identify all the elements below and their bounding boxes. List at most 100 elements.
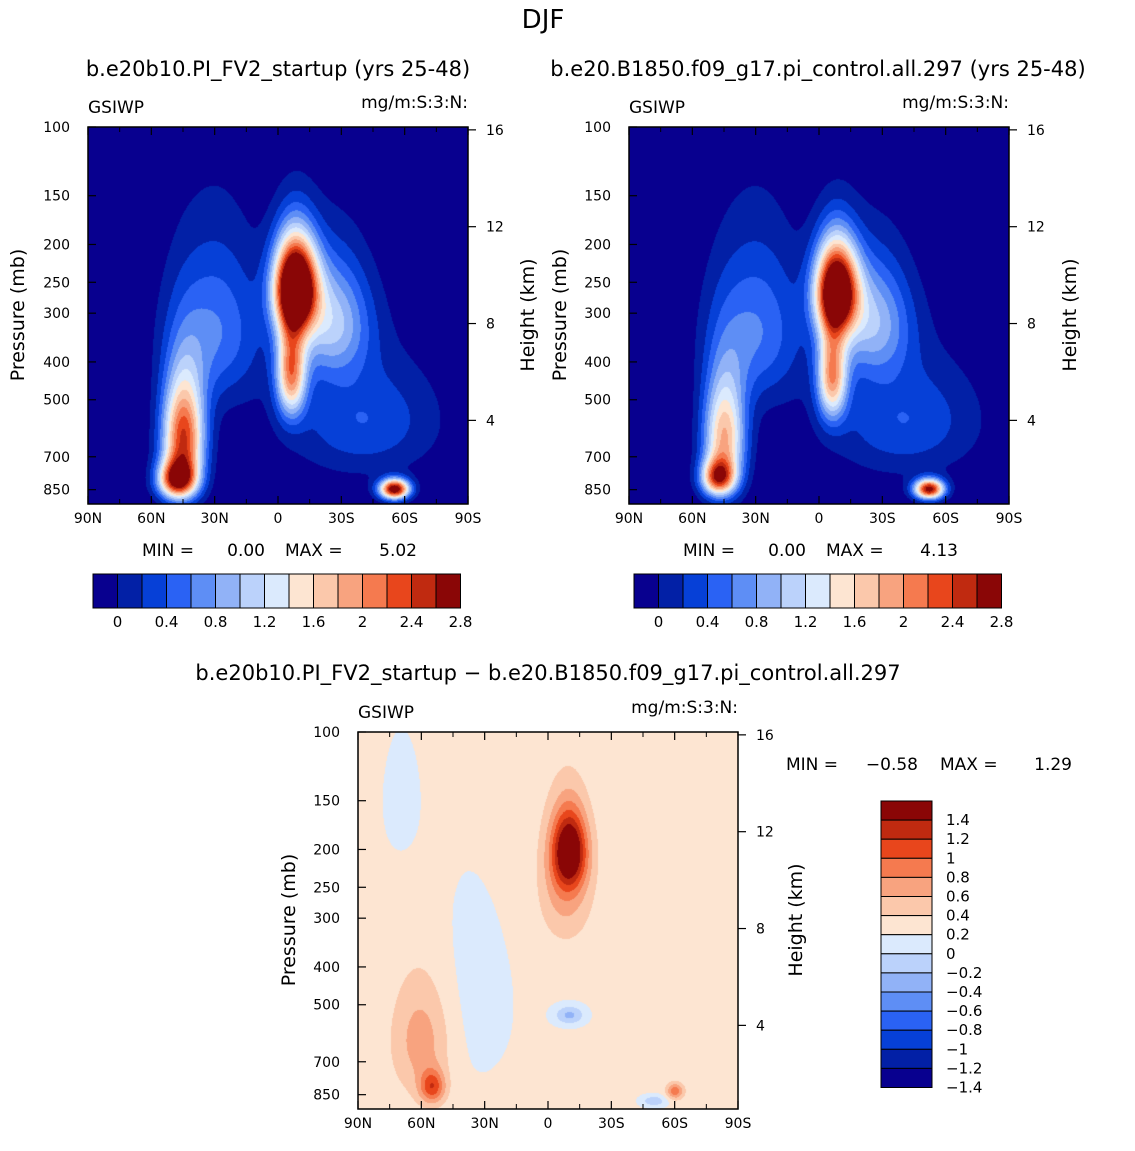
colorbar-swatch [880,896,933,917]
height-tick-label: 8 [486,317,495,333]
height-tick-label: 12 [1027,220,1045,236]
diff-max-value: 1.29 [1034,755,1072,775]
x-tick-label: 0 [274,511,283,527]
panel-1-max-label: MAX = [285,541,343,561]
panel-2-units-label: mg/m:S:3:N: [902,93,1009,113]
colorbar-label: 0.8 [204,613,228,631]
y-tick-label: 100 [313,725,340,741]
panel-1-axes: 90N 60N 30N 0 30S 60S 90S 100 150 200 250 300 400 500… [43,120,504,527]
x-tick-label: 60S [932,511,959,527]
colorbar-label: 0.8 [745,613,769,631]
y-tick-label: 850 [43,483,70,499]
colorbar-swatch [880,953,933,974]
y-tick-label: 100 [584,120,611,136]
colorbar-swatch [880,876,933,898]
panel-2-variable-label: GSIWP [629,98,685,118]
y-tick-label: 700 [584,450,611,466]
y-tick-label: 700 [43,450,70,466]
height-tick-label: 4 [756,1018,765,1034]
y-tick-label: 200 [43,237,70,253]
y-tick-label: 250 [584,275,611,291]
colorbar-swatch [215,573,241,609]
y-tick-label: 100 [43,120,70,136]
colorbar-swatch [903,573,929,609]
colorbar-swatch [880,1067,933,1089]
colorbar-swatch [141,573,167,609]
colorbar-swatch [756,573,782,609]
y-tick-label: 150 [584,189,611,205]
colorbar-swatch [780,573,806,609]
colorbar-swatch [682,573,708,609]
zonal-plot-panel-1: GSIWP mg/m:S:3:N: 90N 60N 30N 0 30S 60S 90S 100… [7,93,539,631]
colorbar-label: −1.2 [946,1059,982,1077]
colorbar-swatch [854,573,880,609]
colorbar-swatch [658,573,684,609]
y-tick-label: 400 [43,355,70,371]
colorbar-swatch [880,857,933,878]
colorbar-swatch [435,573,461,609]
colorbar-swatch [117,573,143,609]
colorbar-label: 0 [113,613,123,631]
colorbar-label: 2.8 [449,613,473,631]
colorbar-swatch [878,573,904,609]
panel-2-height-axis-label: Height (km) [1059,258,1081,371]
x-tick-label: 90N [615,511,643,527]
colorbar-label: 0.4 [155,613,179,631]
colorbar-swatch [264,573,290,609]
figure-title: DJF [522,5,565,35]
colorbar-label: −0.2 [946,964,982,982]
height-tick-label: 12 [486,220,504,236]
right-panel-title: b.e20.B1850.f09_g17.pi_control.all.297 (… [550,57,1085,82]
panel-2-max-label: MAX = [826,541,884,561]
y-tick-label: 300 [313,911,340,927]
height-tick-label: 4 [486,413,495,429]
colorbar-swatch [880,991,933,1012]
colorbar-label: 2 [358,613,368,631]
colorbar-label: 0.2 [946,926,970,944]
colorbar-swatch [805,573,831,609]
height-tick-label: 8 [756,922,765,938]
y-tick-label: 500 [584,393,611,409]
x-tick-label: 60N [137,511,165,527]
colorbar-swatch [288,573,314,609]
panel-1-units-label: mg/m:S:3:N: [361,93,468,113]
colorbar-swatch [731,573,757,609]
x-tick-label: 60N [678,511,706,527]
y-tick-label: 250 [43,275,70,291]
y-tick-label: 850 [584,483,611,499]
x-tick-label: 30S [328,511,355,527]
colorbar-swatch [166,573,192,609]
panel-1-height-axis-label: Height (km) [517,258,539,371]
y-tick-label: 400 [584,355,611,371]
colorbar-swatch [880,915,933,936]
x-tick-label: 30S [869,511,896,527]
panel-2-y-axis-label: Pressure (mb) [549,249,571,382]
colorbar-swatch [976,573,1002,609]
colorbar-swatch [337,573,363,609]
y-tick-label: 300 [43,306,70,322]
colorbar-label: 1.2 [794,613,818,631]
panel-1-y-axis-label: Pressure (mb) [7,249,29,382]
y-tick-label: 700 [313,1055,340,1071]
colorbar-label: 0 [946,945,956,963]
diff-variable-label: GSIWP [358,703,414,723]
colorbar-label: −1.4 [946,1079,982,1097]
colorbar-swatch [411,573,437,609]
x-tick-label: 30N [742,511,770,527]
zonal-plot-panel-2: GSIWP mg/m:S:3:N: 90N 60N 30N 0 30S 60S 90S 100… [549,93,1081,631]
y-tick-label: 400 [313,960,340,976]
colorbar-swatch [880,800,933,821]
colorbar-swatch [386,573,412,609]
x-tick-label: 0 [815,511,824,527]
colorbar-swatch [880,972,933,993]
y-tick-label: 250 [313,880,340,896]
diff-y-axis-label: Pressure (mb) [278,854,300,987]
colorbar-label: 2.8 [990,613,1014,631]
colorbar-label: 1.2 [946,830,970,848]
colorbar-label: 2 [899,613,909,631]
panel-2-max-value: 4.13 [920,541,958,561]
height-tick-label: 16 [486,123,504,139]
height-tick-label: 16 [756,728,774,744]
height-tick-label: 12 [756,825,774,841]
